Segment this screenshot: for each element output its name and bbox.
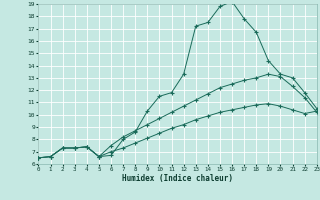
X-axis label: Humidex (Indice chaleur): Humidex (Indice chaleur)	[122, 174, 233, 183]
